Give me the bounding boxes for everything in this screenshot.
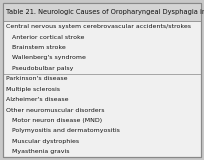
Text: Brainstem stroke: Brainstem stroke xyxy=(6,45,66,50)
Text: Alzheimer's disease: Alzheimer's disease xyxy=(6,97,69,102)
Text: Wallenberg's syndrome: Wallenberg's syndrome xyxy=(6,55,86,60)
Text: Other neuromuscular disorders: Other neuromuscular disorders xyxy=(6,108,104,113)
Text: Anterior cortical stroke: Anterior cortical stroke xyxy=(6,35,84,40)
Text: Motor neuron disease (MND): Motor neuron disease (MND) xyxy=(6,118,102,123)
Text: Central nervous system cerebrovascular accidents/strokes: Central nervous system cerebrovascular a… xyxy=(6,24,191,29)
Text: Parkinson's disease: Parkinson's disease xyxy=(6,76,68,81)
Text: Multiple sclerosis: Multiple sclerosis xyxy=(6,87,60,92)
Bar xyxy=(3,3,201,21)
Text: Polymyositis and dermatomyositis: Polymyositis and dermatomyositis xyxy=(6,128,120,133)
Text: Myasthenia gravis: Myasthenia gravis xyxy=(6,149,70,154)
Text: Table 21. Neurologic Causes of Oropharyngeal Dysphagia in the Elderly: Table 21. Neurologic Causes of Oropharyn… xyxy=(6,9,204,15)
Text: Pseudobulbar palsy: Pseudobulbar palsy xyxy=(6,66,73,71)
Text: Muscular dystrophies: Muscular dystrophies xyxy=(6,139,79,144)
